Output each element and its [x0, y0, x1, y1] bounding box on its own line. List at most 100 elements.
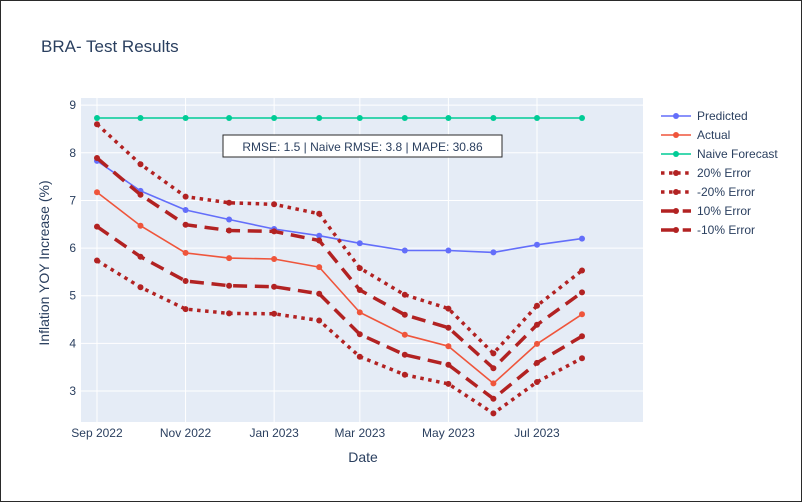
data-point[interactable] — [534, 340, 540, 347]
data-point[interactable] — [94, 121, 100, 128]
data-point[interactable] — [356, 115, 363, 121]
data-point[interactable] — [226, 199, 233, 206]
data-point[interactable] — [490, 365, 497, 372]
data-point[interactable] — [445, 343, 452, 350]
data-point[interactable] — [182, 249, 189, 256]
data-point[interactable] — [316, 264, 323, 271]
data-point[interactable] — [94, 257, 100, 264]
series-actual — [94, 189, 585, 387]
data-point[interactable] — [356, 265, 363, 272]
data-point[interactable] — [226, 227, 233, 234]
data-point[interactable] — [534, 302, 540, 309]
data-point[interactable] — [356, 240, 363, 247]
data-point[interactable] — [534, 359, 540, 366]
data-point[interactable] — [182, 193, 189, 200]
data-point[interactable] — [356, 287, 363, 293]
data-point[interactable] — [271, 256, 278, 262]
data-point[interactable] — [94, 189, 100, 196]
data-point[interactable] — [401, 371, 408, 378]
legend-label: -10% Error — [697, 223, 755, 237]
data-point[interactable] — [401, 331, 408, 338]
data-point[interactable] — [137, 253, 144, 260]
data-point[interactable] — [356, 331, 363, 338]
data-point[interactable] — [226, 115, 233, 121]
data-point[interactable] — [271, 310, 278, 317]
data-point[interactable] — [316, 232, 323, 239]
data-point[interactable] — [445, 115, 452, 121]
data-point[interactable] — [182, 115, 189, 121]
data-point[interactable] — [182, 207, 189, 213]
data-point[interactable] — [401, 351, 408, 358]
data-point[interactable] — [579, 235, 585, 242]
data-point[interactable] — [94, 223, 100, 230]
legend-item-20pct-error[interactable]: -20% Error — [661, 185, 755, 199]
legend-item-actual[interactable]: Actual — [661, 128, 730, 142]
data-point[interactable] — [445, 247, 452, 254]
data-point[interactable] — [579, 115, 585, 121]
data-point[interactable] — [401, 247, 408, 254]
data-point[interactable] — [490, 115, 497, 121]
x-tick-label: Jan 2023 — [249, 426, 299, 440]
data-point[interactable] — [316, 210, 323, 217]
data-point[interactable] — [579, 267, 585, 274]
data-point[interactable] — [490, 395, 497, 402]
data-point[interactable] — [226, 282, 233, 289]
data-point[interactable] — [316, 317, 323, 324]
data-point[interactable] — [490, 380, 497, 387]
data-point[interactable] — [579, 355, 585, 362]
data-point[interactable] — [94, 155, 100, 161]
data-point[interactable] — [182, 306, 189, 313]
data-point[interactable] — [534, 241, 540, 248]
legend-item-10pct-error[interactable]: 10% Error — [661, 204, 751, 218]
data-point[interactable] — [490, 410, 497, 417]
data-point[interactable] — [137, 284, 144, 291]
data-point[interactable] — [490, 249, 497, 256]
data-point[interactable] — [137, 115, 144, 121]
data-point[interactable] — [401, 311, 408, 318]
data-point[interactable] — [534, 321, 540, 328]
data-point[interactable] — [226, 310, 233, 317]
data-point[interactable] — [445, 324, 452, 331]
data-point[interactable] — [316, 115, 323, 121]
data-point[interactable] — [94, 115, 100, 121]
data-point[interactable] — [182, 221, 189, 228]
data-point[interactable] — [137, 191, 144, 198]
data-point[interactable] — [445, 380, 452, 387]
data-point[interactable] — [271, 201, 278, 208]
y-tick-label: 9 — [69, 98, 76, 112]
data-point[interactable] — [534, 115, 540, 121]
data-point[interactable] — [356, 353, 363, 360]
data-point[interactable] — [579, 333, 585, 340]
data-point[interactable] — [401, 291, 408, 298]
data-point[interactable] — [271, 283, 278, 290]
data-point[interactable] — [579, 311, 585, 318]
data-point[interactable] — [490, 350, 497, 357]
data-point[interactable] — [271, 115, 278, 121]
data-point[interactable] — [137, 161, 144, 168]
data-point[interactable] — [401, 115, 408, 121]
data-point[interactable] — [226, 255, 233, 262]
data-point[interactable] — [316, 237, 323, 244]
data-point[interactable] — [356, 309, 363, 316]
series-naive-forecast — [94, 115, 585, 121]
data-point[interactable] — [182, 278, 189, 284]
data-point[interactable] — [445, 361, 452, 368]
data-point[interactable] — [316, 290, 323, 297]
data-point[interactable] — [226, 216, 233, 223]
chart-title: BRA- Test Results — [41, 37, 179, 56]
x-tick-label: Sep 2022 — [71, 426, 123, 440]
legend-item-naive-forecast[interactable]: Naive Forecast — [661, 147, 778, 161]
data-point[interactable] — [271, 228, 278, 235]
data-point[interactable] — [579, 289, 585, 296]
x-axis-title: Date — [348, 449, 378, 465]
legend-item-10pct-error[interactable]: -10% Error — [661, 223, 755, 237]
data-point[interactable] — [445, 305, 452, 312]
y-axis-ticks: 3 4 5 6 7 8 9 — [69, 98, 76, 398]
series-line — [96, 191, 583, 385]
legend-item-predicted[interactable]: Predicted — [661, 109, 748, 123]
data-point[interactable] — [534, 379, 540, 385]
legend-item-20pct-error[interactable]: 20% Error — [661, 166, 751, 180]
data-point[interactable] — [137, 222, 144, 229]
legend-label: Actual — [697, 128, 730, 142]
